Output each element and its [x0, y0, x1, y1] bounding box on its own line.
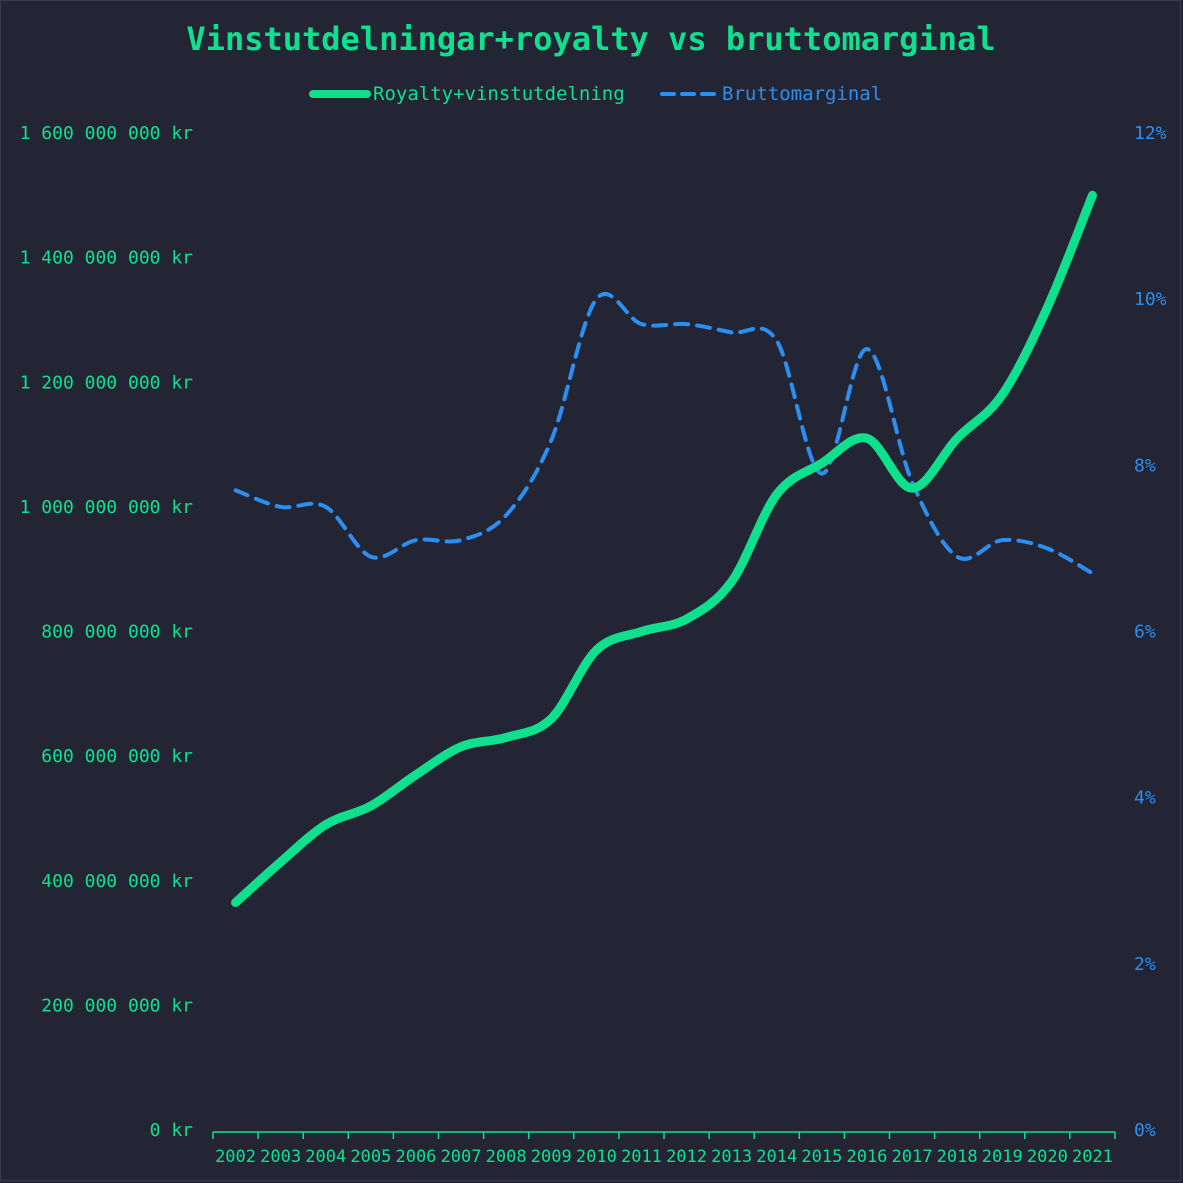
legend: Royalty+vinstutdelning Bruttomarginal: [309, 83, 882, 105]
x-tick-label: 2004: [305, 1147, 346, 1167]
y-left-tick-label: 1 200 000 000 kr: [20, 372, 194, 393]
y-right-tick-label: 4%: [1134, 788, 1156, 809]
legend-label-royalty: Royalty+vinstutdelning: [373, 83, 625, 105]
x-tick-label: 2019: [982, 1147, 1023, 1167]
y-left-tick-label: 600 000 000 kr: [41, 746, 193, 767]
x-tick-label: 2016: [846, 1147, 887, 1167]
y-right-tick-label: 6%: [1134, 622, 1156, 643]
y-left-tick-label: 400 000 000 kr: [41, 871, 193, 892]
y-right-tick-label: 8%: [1134, 455, 1156, 476]
x-tick-label: 2021: [1072, 1147, 1113, 1167]
x-tick-label: 2011: [621, 1147, 662, 1167]
x-tick-label: 2020: [1027, 1147, 1068, 1167]
y-left-tick-label: 0 kr: [150, 1120, 194, 1141]
chart-title: Vinstutdelningar+royalty vs bruttomargin…: [186, 20, 995, 58]
y-left-tick-label: 1 400 000 000 kr: [20, 248, 194, 269]
y-right-tick-label: 10%: [1134, 289, 1167, 310]
y-right-tick-label: 0%: [1134, 1120, 1156, 1141]
y-right-tick-label: 12%: [1134, 123, 1167, 144]
x-tick-label: 2012: [666, 1147, 707, 1167]
y-left-tick-label: 1 600 000 000 kr: [20, 123, 194, 144]
x-tick-label: 2008: [486, 1147, 527, 1167]
x-tick-label: 2014: [756, 1147, 797, 1167]
x-tick-label: 2009: [531, 1147, 572, 1167]
x-tick-label: 2010: [576, 1147, 617, 1167]
axes: 0 kr 200 000 000 kr 400 000 000 kr 600 000 …: [20, 123, 1167, 1167]
series-line-bruttomarginal: [233, 291, 1095, 576]
x-tick-label: 2002: [215, 1147, 256, 1167]
x-tick-label: 2018: [937, 1147, 978, 1167]
x-tick-label: 2007: [441, 1147, 482, 1167]
x-tick-label: 2013: [711, 1147, 752, 1167]
series-layer: [231, 190, 1097, 908]
y-right-tick-label: 2%: [1134, 954, 1156, 975]
y-left-tick-label: 1 000 000 000 kr: [20, 497, 194, 518]
x-tick-label: 2005: [350, 1147, 391, 1167]
x-tick-label: 2017: [892, 1147, 933, 1167]
x-tick-label: 2015: [801, 1147, 842, 1167]
x-tick-label: 2003: [260, 1147, 301, 1167]
x-tick-label: 2006: [395, 1147, 436, 1167]
series-line-royalty: [231, 190, 1097, 908]
y-left-tick-label: 200 000 000 kr: [41, 995, 193, 1016]
y-left-tick-label: 800 000 000 kr: [41, 622, 193, 643]
legend-label-bruttomarginal: Bruttomarginal: [722, 83, 882, 105]
